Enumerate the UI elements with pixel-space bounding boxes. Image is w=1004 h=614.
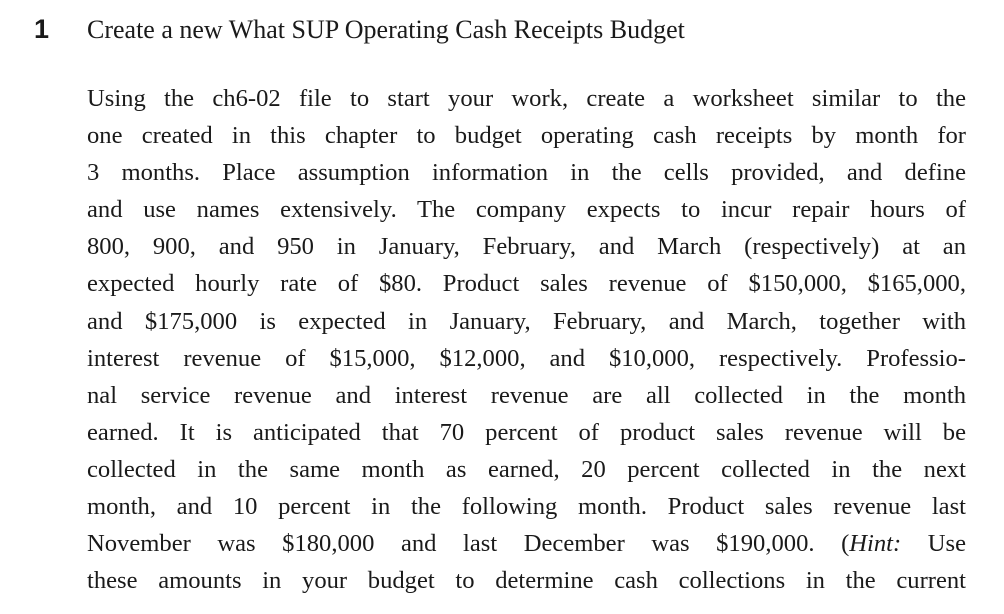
body-line: nal service revenue and interest revenue…	[87, 381, 966, 409]
body-line: expected hourly rate of $80. Product sal…	[87, 270, 966, 298]
body-line: and use names extensively. The company e…	[87, 196, 966, 224]
problem-title: Create a new What SUP Operating Cash Rec…	[87, 15, 685, 44]
hint-line-after: Use	[901, 530, 966, 558]
body-line: interest revenue of $15,000, $12,000, an…	[87, 344, 966, 372]
body-line: Using the ch6-02 file to start your work…	[87, 85, 966, 112]
body-line: one created in this chapter to budget op…	[87, 122, 966, 150]
body-line: 800, 900, and 950 in January, February, …	[87, 233, 966, 261]
body-line: and $175,000 is expected in January, Feb…	[87, 307, 966, 335]
hint-label: Hint:	[849, 530, 902, 558]
body-line: collected in the same month as earned, 2…	[87, 455, 966, 483]
body-line: earned. It is anticipated that 70 percen…	[87, 418, 966, 446]
hint-line-before: November was $180,000 and last December …	[87, 530, 850, 558]
problem-body: Using the ch6-02 file to start your work…	[87, 80, 966, 599]
body-line-with-hint: November was $180,000 and last December …	[87, 525, 966, 562]
problem-number: 1	[34, 14, 50, 44]
body-line: month, and 10 percent in the following m…	[87, 493, 966, 521]
body-line: 3 months. Place assumption information i…	[87, 159, 966, 187]
body-line: these amounts in your budget to determin…	[87, 567, 966, 595]
